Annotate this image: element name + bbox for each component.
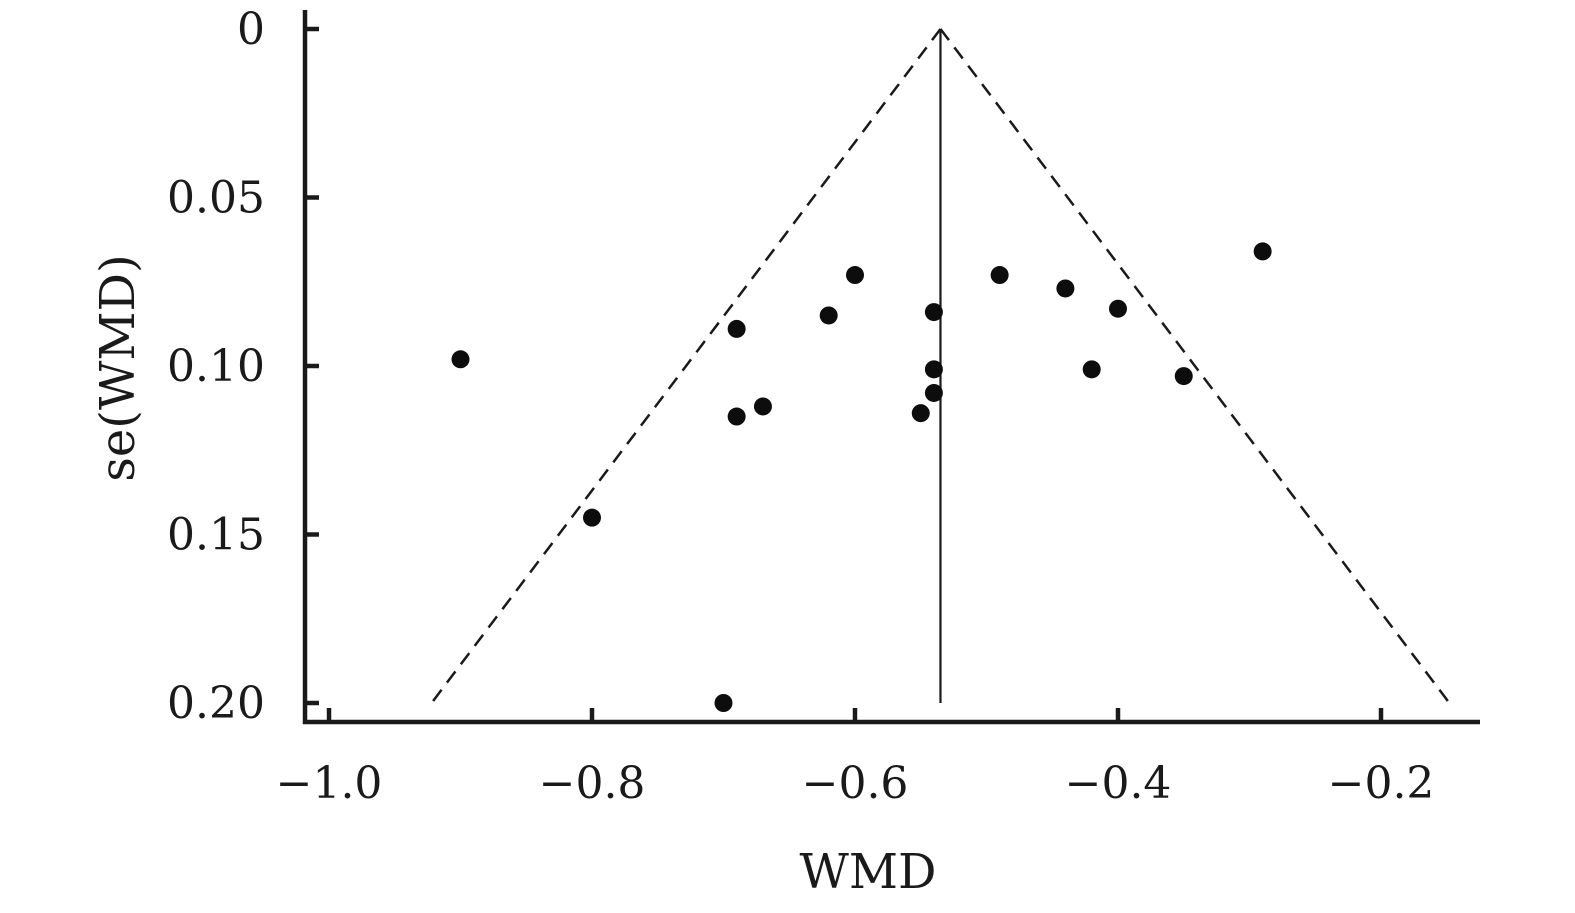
study-point <box>911 404 930 423</box>
x-axis-ticks: −1.0 −0.8 −0.6 −0.4 −0.2 <box>276 708 1435 809</box>
y-tick-label: 0.10 <box>167 341 265 392</box>
study-point <box>1174 367 1193 386</box>
study-point <box>846 266 864 285</box>
study-point <box>1056 279 1075 298</box>
x-tick-label: −0.6 <box>802 758 909 809</box>
y-tick-label: 0.15 <box>167 510 265 561</box>
y-axis-title: se(WMD) <box>90 254 146 481</box>
study-point <box>714 694 733 712</box>
y-axis-ticks: 0 0.05 0.10 0.15 0.20 <box>167 4 319 729</box>
x-axis-title: WMD <box>800 844 937 900</box>
funnel-upper-limit-line <box>939 28 1451 704</box>
plot-area <box>430 28 1451 712</box>
study-point <box>451 350 470 369</box>
y-tick-label: 0.05 <box>167 173 265 224</box>
study-point <box>924 303 943 322</box>
study-point <box>727 407 746 426</box>
study-point <box>924 360 943 379</box>
study-points <box>451 242 1272 712</box>
x-tick-label: −0.2 <box>1328 758 1435 809</box>
funnel-lower-limit-line <box>430 28 942 704</box>
study-point <box>1253 242 1272 261</box>
study-point <box>1109 299 1127 318</box>
study-point <box>1082 360 1101 379</box>
study-point <box>990 266 1009 285</box>
x-tick-label: −0.8 <box>539 758 646 809</box>
study-point <box>727 319 746 338</box>
x-tick-label: −0.4 <box>1065 758 1172 809</box>
y-tick-label: 0 <box>237 4 265 55</box>
study-point <box>583 508 601 527</box>
y-tick-label: 0.20 <box>167 678 265 729</box>
study-point <box>819 306 838 325</box>
study-point <box>924 383 943 402</box>
study-point <box>753 397 772 416</box>
x-tick-label: −1.0 <box>276 758 383 809</box>
